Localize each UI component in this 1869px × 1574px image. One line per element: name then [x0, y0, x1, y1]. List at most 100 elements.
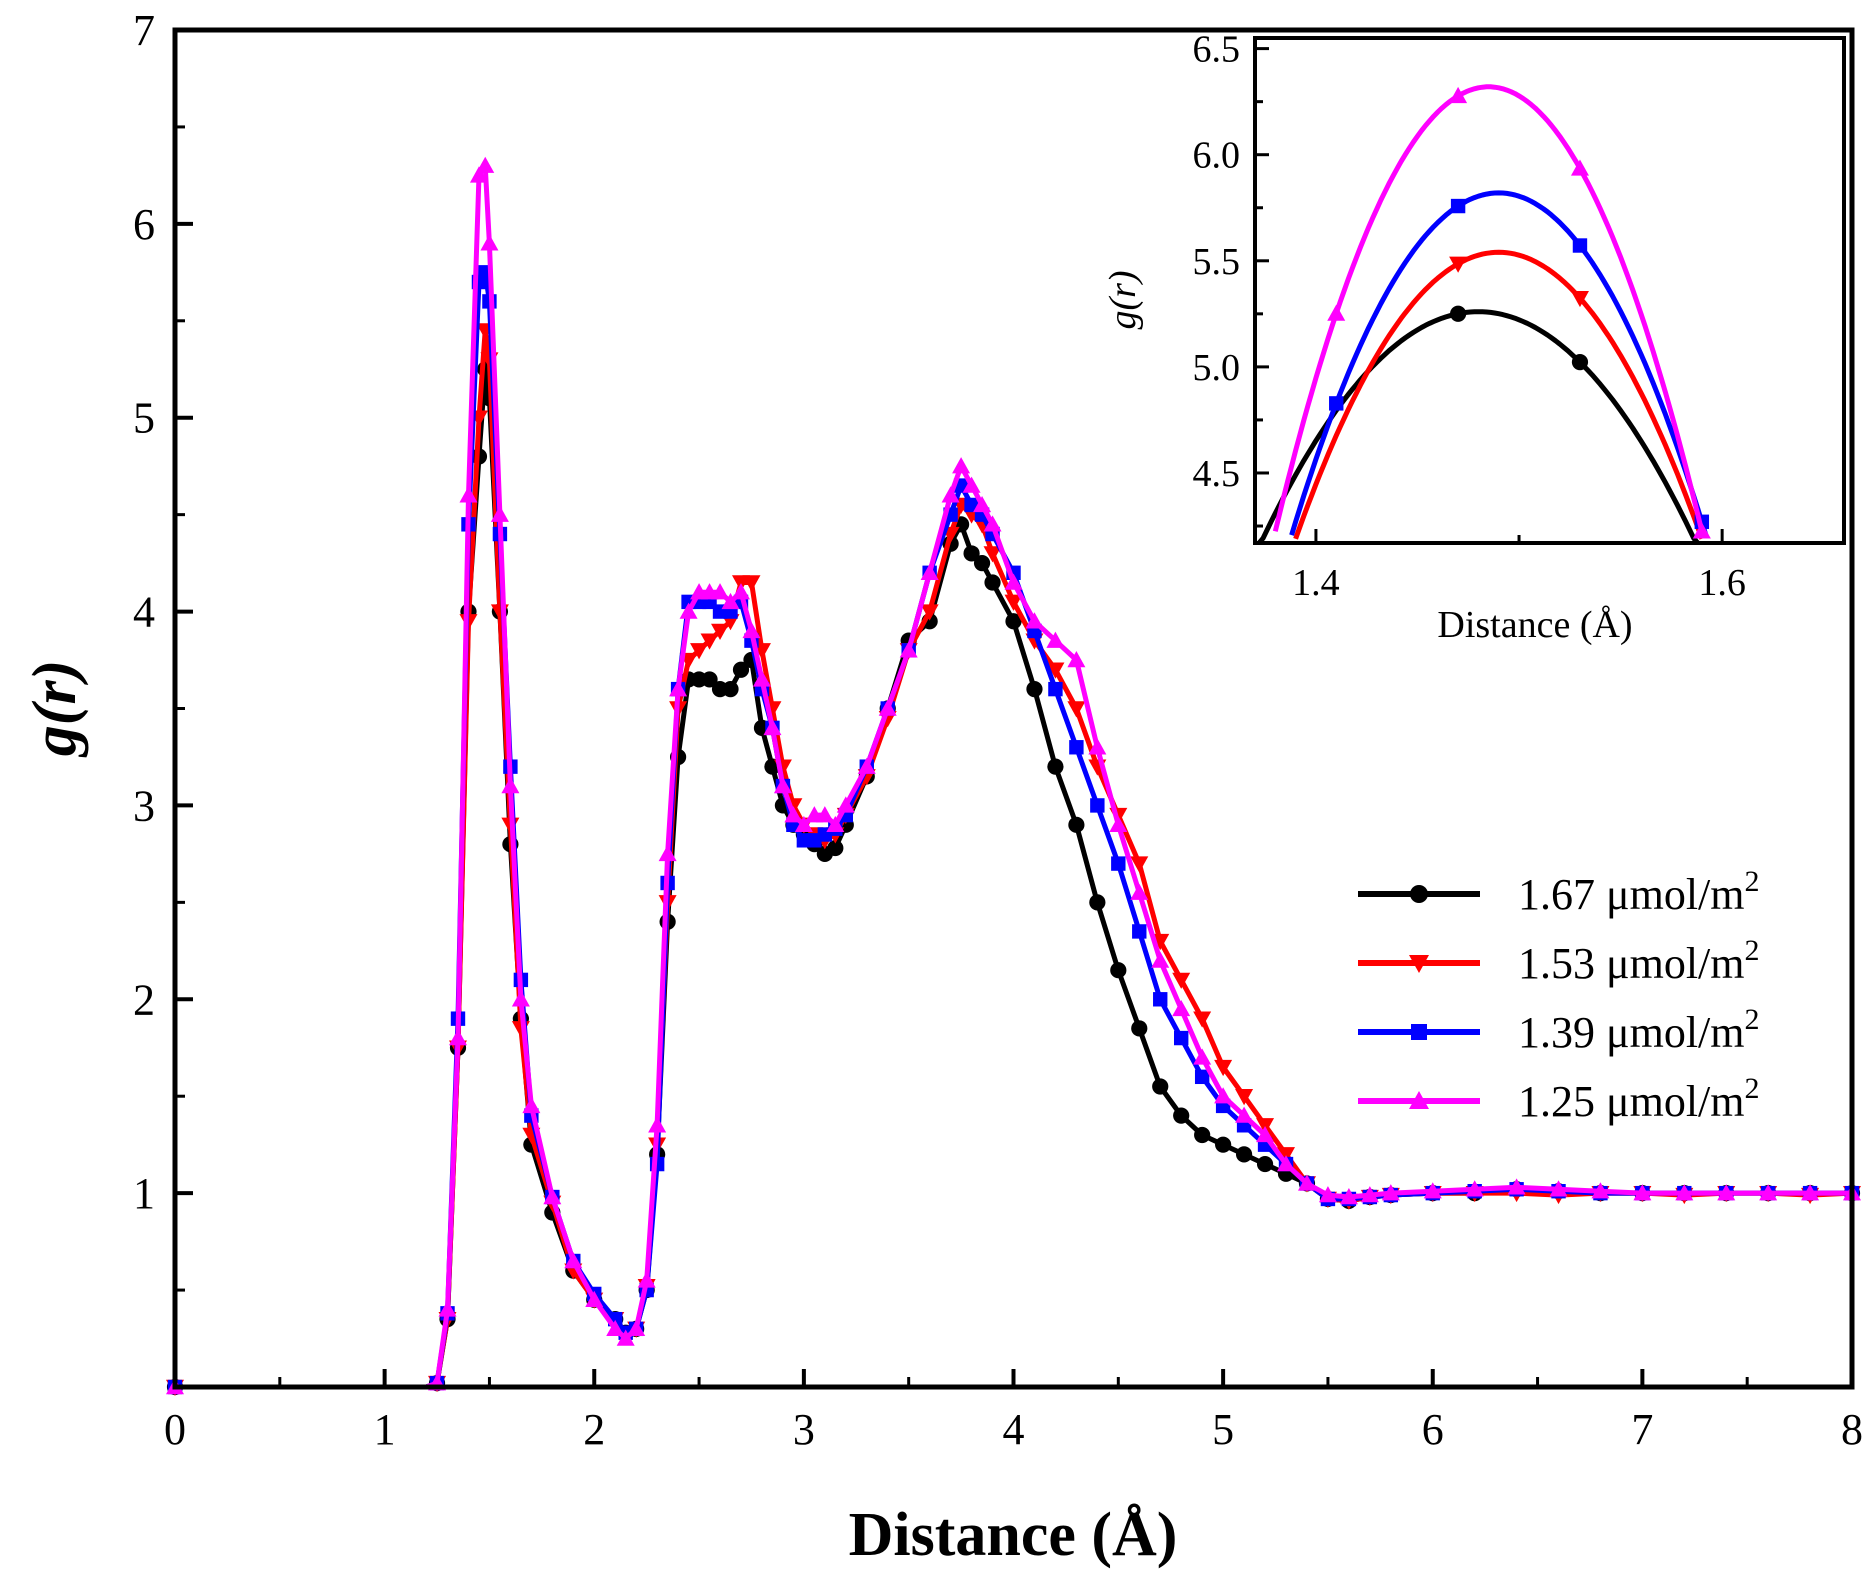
data-point [585, 1290, 604, 1307]
data-point [983, 546, 1002, 563]
data-point [784, 806, 803, 823]
legend-marker [1409, 1091, 1429, 1109]
data-point [1089, 894, 1106, 911]
inset-series-4 [1272, 84, 1711, 539]
x-tick-label: 3 [793, 1405, 815, 1454]
data-point [941, 486, 960, 503]
inset-data-point [1572, 238, 1588, 253]
legend-label-superscript: 2 [1745, 1072, 1760, 1105]
inset-y-tick-label: 6.5 [1193, 29, 1241, 71]
data-point [1132, 924, 1147, 939]
legend-label-superscript: 2 [1745, 1003, 1760, 1036]
x-tick-label: 1 [374, 1405, 396, 1454]
data-point [511, 990, 530, 1007]
data-point [1591, 1182, 1610, 1199]
data-point [1131, 1020, 1148, 1037]
legend-marker [1409, 955, 1429, 973]
data-point [878, 699, 897, 716]
data-point [920, 604, 939, 621]
y-axis-title: g(r) [21, 660, 89, 758]
data-point [1235, 1106, 1254, 1123]
main-tick-labels: 0 1 2 3 4 5 6 7 8 1 2 3 4 5 6 7 [133, 6, 1863, 1454]
main-axis-ticks [173, 28, 1854, 1387]
data-point [459, 486, 478, 503]
x-tick-label: 4 [1003, 1405, 1025, 1454]
data-point [722, 681, 739, 698]
data-point [899, 641, 918, 658]
inset-series-line [1289, 190, 1709, 536]
inset-data-point [1570, 159, 1589, 176]
main-plot-series [166, 156, 1861, 1396]
main-plot-frame [172, 27, 1855, 1390]
legend-label-main: 1.53 μmol/m [1518, 939, 1745, 988]
data-point [763, 718, 782, 736]
data-point [1297, 1174, 1316, 1191]
legend-item-4: 1.25 μmol/m2 [1358, 1072, 1760, 1126]
data-point [1801, 1184, 1820, 1201]
data-point [836, 796, 855, 813]
x-tick-label: 8 [1841, 1405, 1863, 1454]
data-point [606, 1319, 625, 1337]
inset-y-tick-label: 5.0 [1193, 347, 1241, 389]
data-point [1067, 701, 1086, 718]
data-point [1088, 738, 1107, 755]
data-point [1235, 1146, 1253, 1163]
data-point [501, 777, 520, 794]
data-point [658, 844, 677, 862]
data-point [1152, 1078, 1169, 1095]
inset-data-point [1329, 396, 1344, 411]
data-point [1046, 662, 1065, 679]
data-point [490, 505, 509, 522]
data-point [476, 156, 495, 173]
x-tick-label: 2 [583, 1405, 605, 1454]
data-point [984, 574, 1001, 591]
x-tick-label: 0 [164, 1405, 186, 1454]
data-point [1090, 798, 1105, 813]
data-point [742, 575, 761, 592]
data-point [1339, 1188, 1358, 1205]
data-point [1318, 1186, 1337, 1203]
data-point [1130, 883, 1149, 900]
data-point [1194, 1069, 1210, 1085]
data-point [1004, 573, 1023, 590]
inset-tick-labels: 1.4 1.6 4.5 5.0 5.5 6.0 6.5 [1193, 29, 1746, 604]
legend-label-main: 1.39 μmol/m [1518, 1008, 1745, 1057]
x-axis-title: Distance (Å) [849, 1501, 1178, 1569]
data-point [1675, 1184, 1694, 1201]
data-point [1214, 1059, 1233, 1077]
inset-data-point [1449, 256, 1468, 273]
inset-data-point [1571, 354, 1589, 371]
legend-item-2: 1.53 μmol/m2 [1358, 934, 1760, 988]
x-tick-label: 5 [1212, 1405, 1234, 1454]
data-point [973, 495, 992, 513]
legend-label: 1.25 μmol/m2 [1518, 1072, 1760, 1126]
data-point [1109, 815, 1128, 833]
inset-plot-series [1257, 84, 1711, 545]
y-tick-label: 5 [133, 394, 155, 443]
data-point [1046, 631, 1065, 648]
data-point [1507, 1178, 1526, 1195]
data-point [1173, 1107, 1190, 1124]
data-point [1465, 1180, 1484, 1197]
data-point [920, 563, 939, 580]
data-point [616, 1329, 635, 1346]
data-point [469, 166, 488, 183]
data-point [773, 777, 792, 794]
inset-x-axis-title: Distance (Å) [1437, 604, 1632, 646]
data-point [1004, 594, 1023, 611]
data-point [564, 1251, 583, 1269]
data-point [731, 583, 750, 600]
data-point [1381, 1184, 1400, 1201]
y-tick-label: 7 [133, 6, 155, 55]
data-point [543, 1188, 562, 1205]
data-point [1110, 962, 1127, 979]
inset-series-line [1272, 84, 1705, 532]
data-point [1214, 1087, 1233, 1104]
data-point [1025, 612, 1044, 629]
legend-marker [1411, 1024, 1427, 1040]
data-point [983, 515, 1002, 532]
inset-data-point [1692, 522, 1711, 539]
data-point [721, 592, 740, 610]
inset-y-axis-title: g(r) [1102, 270, 1144, 329]
